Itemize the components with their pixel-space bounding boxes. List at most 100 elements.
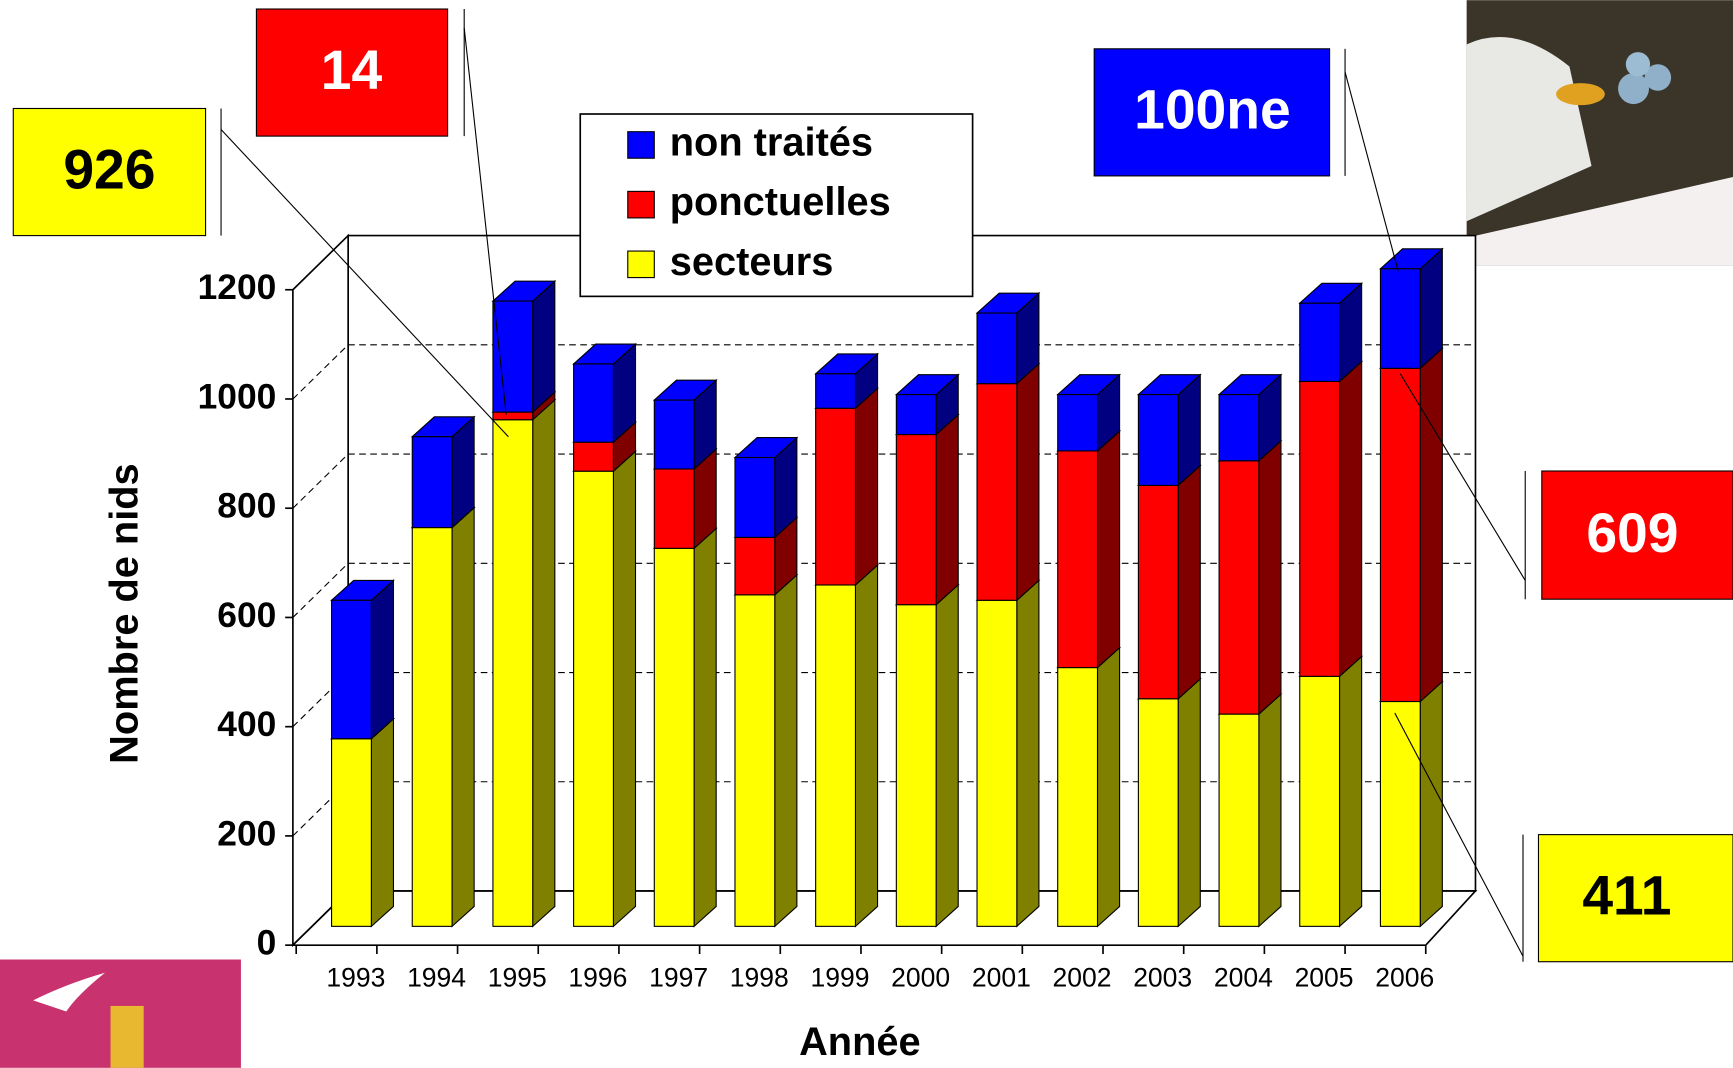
bar-front	[1300, 381, 1340, 676]
bar-segment	[574, 344, 636, 442]
plot-area	[285, 236, 1475, 954]
bar-front	[896, 435, 936, 605]
bar-front	[332, 600, 372, 738]
bar-front	[977, 384, 1017, 601]
bar-front	[1138, 699, 1178, 927]
bar-side	[452, 508, 474, 927]
bar-segment	[332, 580, 394, 738]
legend-label: ponctuelles	[670, 180, 891, 224]
bar-segment	[332, 719, 394, 927]
bar-side	[1097, 648, 1119, 927]
bar-segment	[1219, 694, 1281, 926]
bar-segment	[1138, 679, 1200, 926]
bar-segment	[735, 438, 797, 538]
bar-segment	[896, 415, 958, 605]
bar-front	[1380, 269, 1420, 369]
x-tick-label: 2002	[1053, 962, 1112, 992]
bar-side	[855, 565, 877, 926]
bar-front	[493, 412, 533, 420]
bar-side	[936, 415, 958, 605]
bar-segment	[977, 293, 1039, 383]
legend-swatch	[628, 132, 655, 159]
bar-front	[977, 313, 1017, 384]
bar-front	[1219, 395, 1259, 461]
logo	[0, 960, 241, 1068]
bar-segment	[1058, 648, 1120, 927]
y-tick-label: 0	[257, 923, 277, 962]
bar-segment	[1300, 362, 1362, 677]
bar-side	[1259, 441, 1281, 714]
bar-segment	[1138, 466, 1200, 699]
callout-label: 14	[321, 39, 383, 101]
callout-label: 926	[63, 138, 155, 200]
bar-front	[574, 471, 614, 926]
bar-side	[371, 719, 393, 927]
bar-side	[1420, 348, 1442, 701]
bar-side	[1017, 580, 1039, 926]
bar-front	[1138, 395, 1178, 486]
bar-side	[1178, 679, 1200, 926]
bar-front	[977, 600, 1017, 926]
bar-front	[574, 364, 614, 442]
bar-front	[412, 437, 452, 528]
bar-front	[816, 374, 856, 408]
callout-label: 411	[1582, 864, 1671, 926]
bar-segment	[574, 451, 636, 926]
bar-front	[1219, 461, 1259, 714]
bar-front	[735, 537, 775, 594]
bar-segment	[735, 575, 797, 926]
y-axis-title: Nombre de nids	[103, 463, 147, 763]
bar-segment	[1219, 375, 1281, 461]
bar-side	[694, 528, 716, 926]
bar-segment	[654, 380, 716, 469]
y-tick-label: 800	[217, 487, 276, 526]
bar-segment	[493, 281, 555, 412]
bar-front	[1058, 668, 1098, 927]
callout-label: 609	[1586, 502, 1678, 564]
x-tick-label: 2003	[1133, 962, 1192, 992]
bar-front	[1300, 303, 1340, 381]
bar-segment	[654, 528, 716, 926]
bar-front	[654, 469, 694, 548]
y-tick-label: 600	[217, 596, 276, 635]
bar-segment	[1058, 375, 1120, 451]
x-tick-label: 1999	[810, 962, 869, 992]
bar-segment	[1138, 375, 1200, 486]
bar-front	[896, 395, 936, 435]
bar-segment	[1058, 431, 1120, 668]
bar-segment	[412, 417, 474, 528]
x-tick-label: 2004	[1214, 962, 1273, 992]
bar-side	[371, 580, 393, 738]
bar-side	[1340, 656, 1362, 926]
bar-front	[735, 595, 775, 927]
bar-side	[1017, 364, 1039, 601]
x-tick-label: 2000	[891, 962, 950, 992]
bar-segment	[816, 565, 878, 926]
bar-front	[493, 301, 533, 412]
bar-front	[816, 585, 856, 926]
bar-segment	[1380, 249, 1442, 368]
x-tick-label: 2005	[1295, 962, 1354, 992]
bar-segment	[896, 585, 958, 927]
bar-segment	[1219, 441, 1281, 714]
bar-segment	[493, 400, 555, 926]
x-tick-label: 1994	[407, 962, 466, 992]
bar-front	[816, 408, 856, 585]
bar-front	[412, 528, 452, 927]
bar-front	[1380, 702, 1420, 927]
bar-segment	[977, 580, 1039, 926]
bar-segment	[1380, 348, 1442, 701]
bar-segment	[412, 508, 474, 927]
y-tick-label: 1000	[198, 377, 277, 416]
bar-front	[332, 739, 372, 927]
bar-front	[1300, 676, 1340, 926]
bar-front	[654, 548, 694, 926]
bar-front	[1219, 714, 1259, 926]
bar-side	[1340, 362, 1362, 677]
bar-side	[855, 388, 877, 585]
bar-side	[1178, 466, 1200, 699]
bar-side	[775, 575, 797, 926]
x-tick-label: 1993	[326, 962, 385, 992]
bar-side	[1259, 694, 1281, 926]
